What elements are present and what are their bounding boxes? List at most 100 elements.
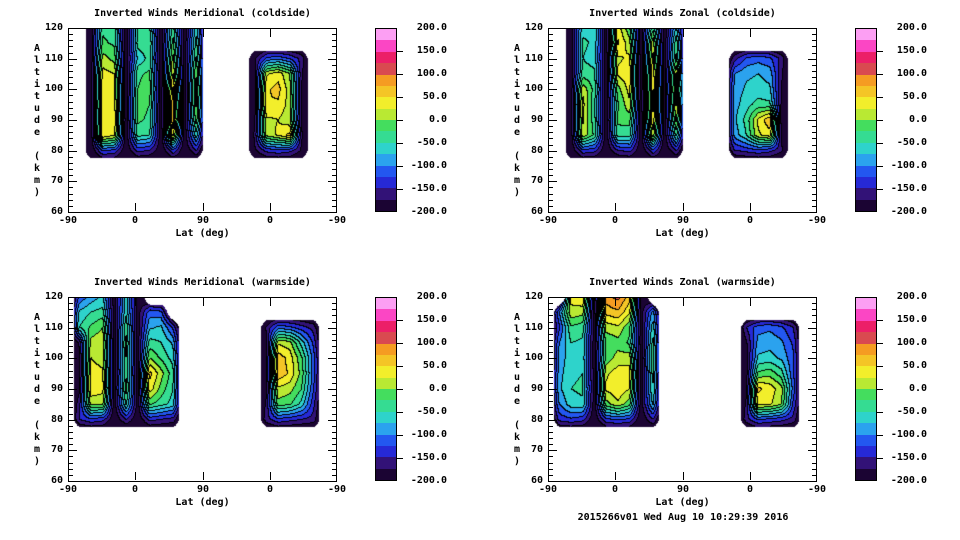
y-tick-label: 70 — [50, 444, 63, 455]
colorbar-band — [376, 29, 396, 41]
panel-meridional-warmside: Inverted Winds Meridional (warmside) A l… — [0, 269, 480, 538]
colorbar-band — [856, 400, 876, 412]
x-axis-label: Lat (deg) — [655, 228, 710, 239]
colorbar-tick-label: -100.0 — [890, 429, 927, 440]
y-axis-label: A l t i t u d e ( k m ) — [513, 43, 521, 198]
colorbar-band — [376, 142, 396, 155]
colorbar-band — [856, 298, 876, 310]
colorbar-tick-label: 200.0 — [416, 22, 447, 33]
colorbar-band — [376, 343, 396, 355]
colorbar-tick-label: -150.0 — [890, 452, 927, 463]
colorbar-tick-label: 50.0 — [422, 91, 447, 102]
colorbar-band — [856, 188, 876, 200]
colorbar-band — [376, 120, 396, 132]
colorbar-tick-label: 100.0 — [416, 68, 447, 79]
x-tick-label: 0 — [611, 484, 619, 495]
colorbar-tick-label: -200.0 — [890, 206, 927, 217]
colorbar — [855, 28, 877, 212]
y-tick-label: 120 — [44, 22, 63, 33]
colorbar-tick-label: -50.0 — [896, 137, 927, 148]
colorbar-band — [376, 332, 396, 344]
colorbar-band — [856, 309, 876, 321]
x-axis-label: Lat (deg) — [655, 497, 710, 508]
colorbar-band — [376, 423, 396, 435]
colorbar-band — [376, 468, 396, 480]
colorbar-tick-label: 150.0 — [896, 45, 927, 56]
colorbar-band — [376, 131, 396, 143]
x-tick-label: -90 — [327, 484, 347, 495]
colorbar-tick-label: -100.0 — [410, 429, 447, 440]
colorbar-band — [856, 366, 876, 378]
colorbar-tick-label: 0.0 — [428, 383, 447, 394]
x-tick-label: 90 — [196, 484, 210, 495]
y-tick-label: 70 — [530, 175, 543, 186]
colorbar-band — [856, 332, 876, 344]
colorbar-band — [856, 468, 876, 480]
panel-zonal-coldside: Inverted Winds Zonal (coldside) A l t i … — [480, 0, 960, 269]
colorbar-band — [376, 389, 396, 401]
colorbar — [855, 297, 877, 481]
y-tick-label: 80 — [530, 145, 543, 156]
colorbar-tick-label: 0.0 — [428, 114, 447, 125]
colorbar-band — [376, 176, 396, 189]
colorbar-tick-label: -200.0 — [890, 475, 927, 486]
y-tick-label: 80 — [530, 414, 543, 425]
panel-title: Inverted Winds Meridional (coldside) — [94, 8, 311, 19]
colorbar-tick-label: 150.0 — [416, 45, 447, 56]
colorbar-tick-label: -50.0 — [416, 406, 447, 417]
colorbar-band — [376, 165, 396, 177]
colorbar-band — [856, 343, 876, 355]
colorbar-band — [376, 74, 396, 86]
x-axis-label: Lat (deg) — [175, 497, 230, 508]
colorbar-band — [856, 176, 876, 189]
y-tick-label: 120 — [44, 291, 63, 302]
y-tick-label: 100 — [44, 352, 63, 363]
y-tick-label: 60 — [530, 475, 543, 486]
x-tick-label: 0 — [746, 215, 754, 226]
x-tick-label: 90 — [196, 215, 210, 226]
y-tick-label: 90 — [50, 114, 63, 125]
colorbar-band — [856, 445, 876, 458]
colorbar-tick-label: -100.0 — [410, 160, 447, 171]
colorbar-band — [376, 298, 396, 310]
colorbar-tick-label: 200.0 — [896, 22, 927, 33]
y-tick-label: 110 — [44, 322, 63, 333]
colorbar-band — [856, 411, 876, 424]
panel-title: Inverted Winds Meridional (warmside) — [94, 277, 311, 288]
colorbar-band — [376, 40, 396, 52]
colorbar-band — [856, 457, 876, 469]
y-tick-label: 100 — [524, 352, 543, 363]
colorbar-tick-label: 150.0 — [896, 314, 927, 325]
x-tick-label: -90 — [538, 484, 558, 495]
colorbar-tick-label: 100.0 — [896, 68, 927, 79]
y-tick-label: 90 — [530, 383, 543, 394]
y-tick-label: 90 — [530, 114, 543, 125]
colorbar-tick-label: -200.0 — [410, 206, 447, 217]
colorbar-band — [856, 142, 876, 155]
colorbar-band — [856, 51, 876, 64]
colorbar-tick-label: 200.0 — [896, 291, 927, 302]
footer-timestamp: 2015266v01 Wed Aug 10 10:29:39 2016 — [577, 512, 789, 523]
colorbar-tick-label: 150.0 — [416, 314, 447, 325]
x-tick-label: -90 — [807, 215, 827, 226]
colorbar-band — [376, 108, 396, 120]
x-tick-label: -90 — [58, 215, 78, 226]
colorbar-band — [856, 377, 876, 389]
y-axis-label: A l t i t u d e ( k m ) — [33, 43, 41, 198]
colorbar-tick-label: -50.0 — [416, 137, 447, 148]
y-tick-label: 70 — [50, 175, 63, 186]
contour-plot-canvas — [548, 297, 817, 481]
x-axis-label: Lat (deg) — [175, 228, 230, 239]
colorbar-band — [856, 423, 876, 435]
x-tick-label: -90 — [327, 215, 347, 226]
x-tick-label: -90 — [58, 484, 78, 495]
contour-plot-canvas — [68, 28, 337, 212]
colorbar-tick-label: 100.0 — [896, 337, 927, 348]
panel-zonal-warmside: Inverted Winds Zonal (warmside) A l t i … — [480, 269, 960, 538]
colorbar-tick-label: 100.0 — [416, 337, 447, 348]
colorbar-band — [376, 199, 396, 211]
colorbar-tick-label: 50.0 — [902, 91, 927, 102]
colorbar-band — [856, 131, 876, 143]
y-tick-label: 110 — [524, 53, 543, 64]
colorbar-band — [376, 411, 396, 424]
